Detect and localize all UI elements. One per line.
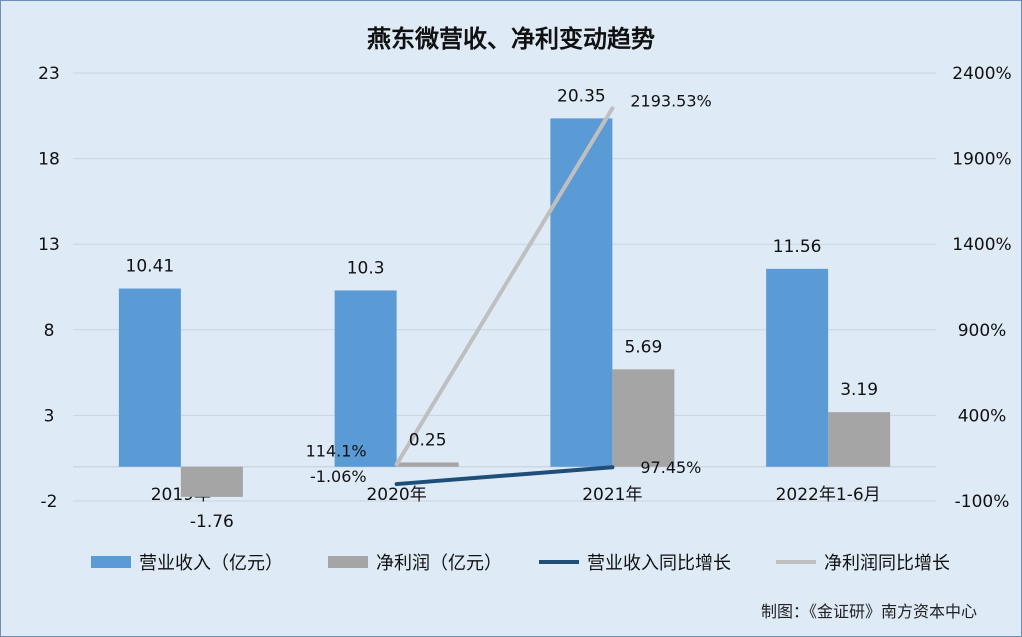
data-labels: 10.41 -1.76 10.3 0.25 20.35 5.69 11.56 3.19 -1.0…	[126, 86, 879, 532]
y-left-tick-label: 23	[38, 64, 60, 84]
legend-label: 营业收入同比增长	[587, 553, 731, 574]
net-profit-growth-label: 2193.53%	[630, 91, 711, 110]
revenue-growth-label: -1.06%	[310, 467, 367, 486]
revenue-data-label: 10.41	[126, 257, 175, 277]
revenue-bar	[334, 290, 397, 467]
revenue-bar	[766, 268, 829, 467]
net-profit-bar	[396, 462, 459, 467]
legend-item: 净利润（亿元）	[328, 553, 502, 574]
legend-item: 营业收入（亿元）	[91, 553, 283, 574]
net-profit-data-label: 0.25	[409, 430, 447, 450]
legend-label: 净利润（亿元）	[376, 553, 502, 574]
credit-text: 制图：《金证研》南方资本中心	[760, 602, 977, 621]
legend: 营业收入（亿元） 净利润（亿元） 营业收入同比增长 净利润同比增长	[91, 553, 950, 574]
y-right-tick-label: -100%	[955, 492, 1010, 512]
net-profit-bar	[612, 369, 675, 467]
y-left-tick-label: -2	[41, 492, 58, 512]
revenue-bar	[118, 288, 181, 467]
net-profit-data-label: -1.76	[190, 512, 234, 532]
revenue-growth-label: 97.45%	[640, 458, 701, 477]
legend-swatch	[91, 556, 131, 568]
revenue-growth-line	[394, 465, 615, 487]
net-profit-data-label: 3.19	[840, 380, 878, 400]
x-tick-label: 2022年1-6月	[776, 485, 881, 505]
y-left-tick-label: 13	[38, 235, 60, 255]
y-left-tick-label: 3	[44, 406, 55, 426]
net-profit-bar	[828, 412, 891, 467]
y-right-tick-label: 1900%	[952, 150, 1011, 170]
legend-item: 营业收入同比增长	[539, 553, 731, 574]
revenue-data-label: 11.56	[773, 237, 822, 257]
net-profit-data-label: 5.69	[624, 337, 662, 357]
net-profit-growth-line	[394, 106, 615, 467]
y-right-tick-label: 2400%	[952, 64, 1011, 84]
lines	[394, 106, 615, 487]
y-right-tick-label: 400%	[958, 406, 1007, 426]
x-tick-label: 2020年	[366, 485, 426, 505]
legend-item: 净利润同比增长	[776, 553, 950, 574]
net-profit-growth-label: 114.1%	[306, 441, 367, 460]
chart-title: 燕东微营收、净利变动趋势	[367, 25, 655, 53]
revenue-data-label: 10.3	[347, 258, 385, 278]
y-left-tick-label: 8	[44, 321, 55, 341]
legend-label: 营业收入（亿元）	[139, 553, 283, 574]
net-profit-bar	[180, 466, 243, 497]
legend-swatch	[328, 556, 368, 568]
x-tick-label: 2021年	[582, 485, 642, 505]
bars	[118, 118, 891, 497]
revenue-data-label: 20.35	[557, 86, 606, 106]
revenue-bar	[550, 118, 613, 467]
legend-label: 净利润同比增长	[824, 553, 950, 574]
y-left-tick-label: 18	[38, 150, 60, 170]
y-right-tick-label: 900%	[958, 321, 1007, 341]
y-right-tick-label: 1400%	[952, 235, 1011, 255]
